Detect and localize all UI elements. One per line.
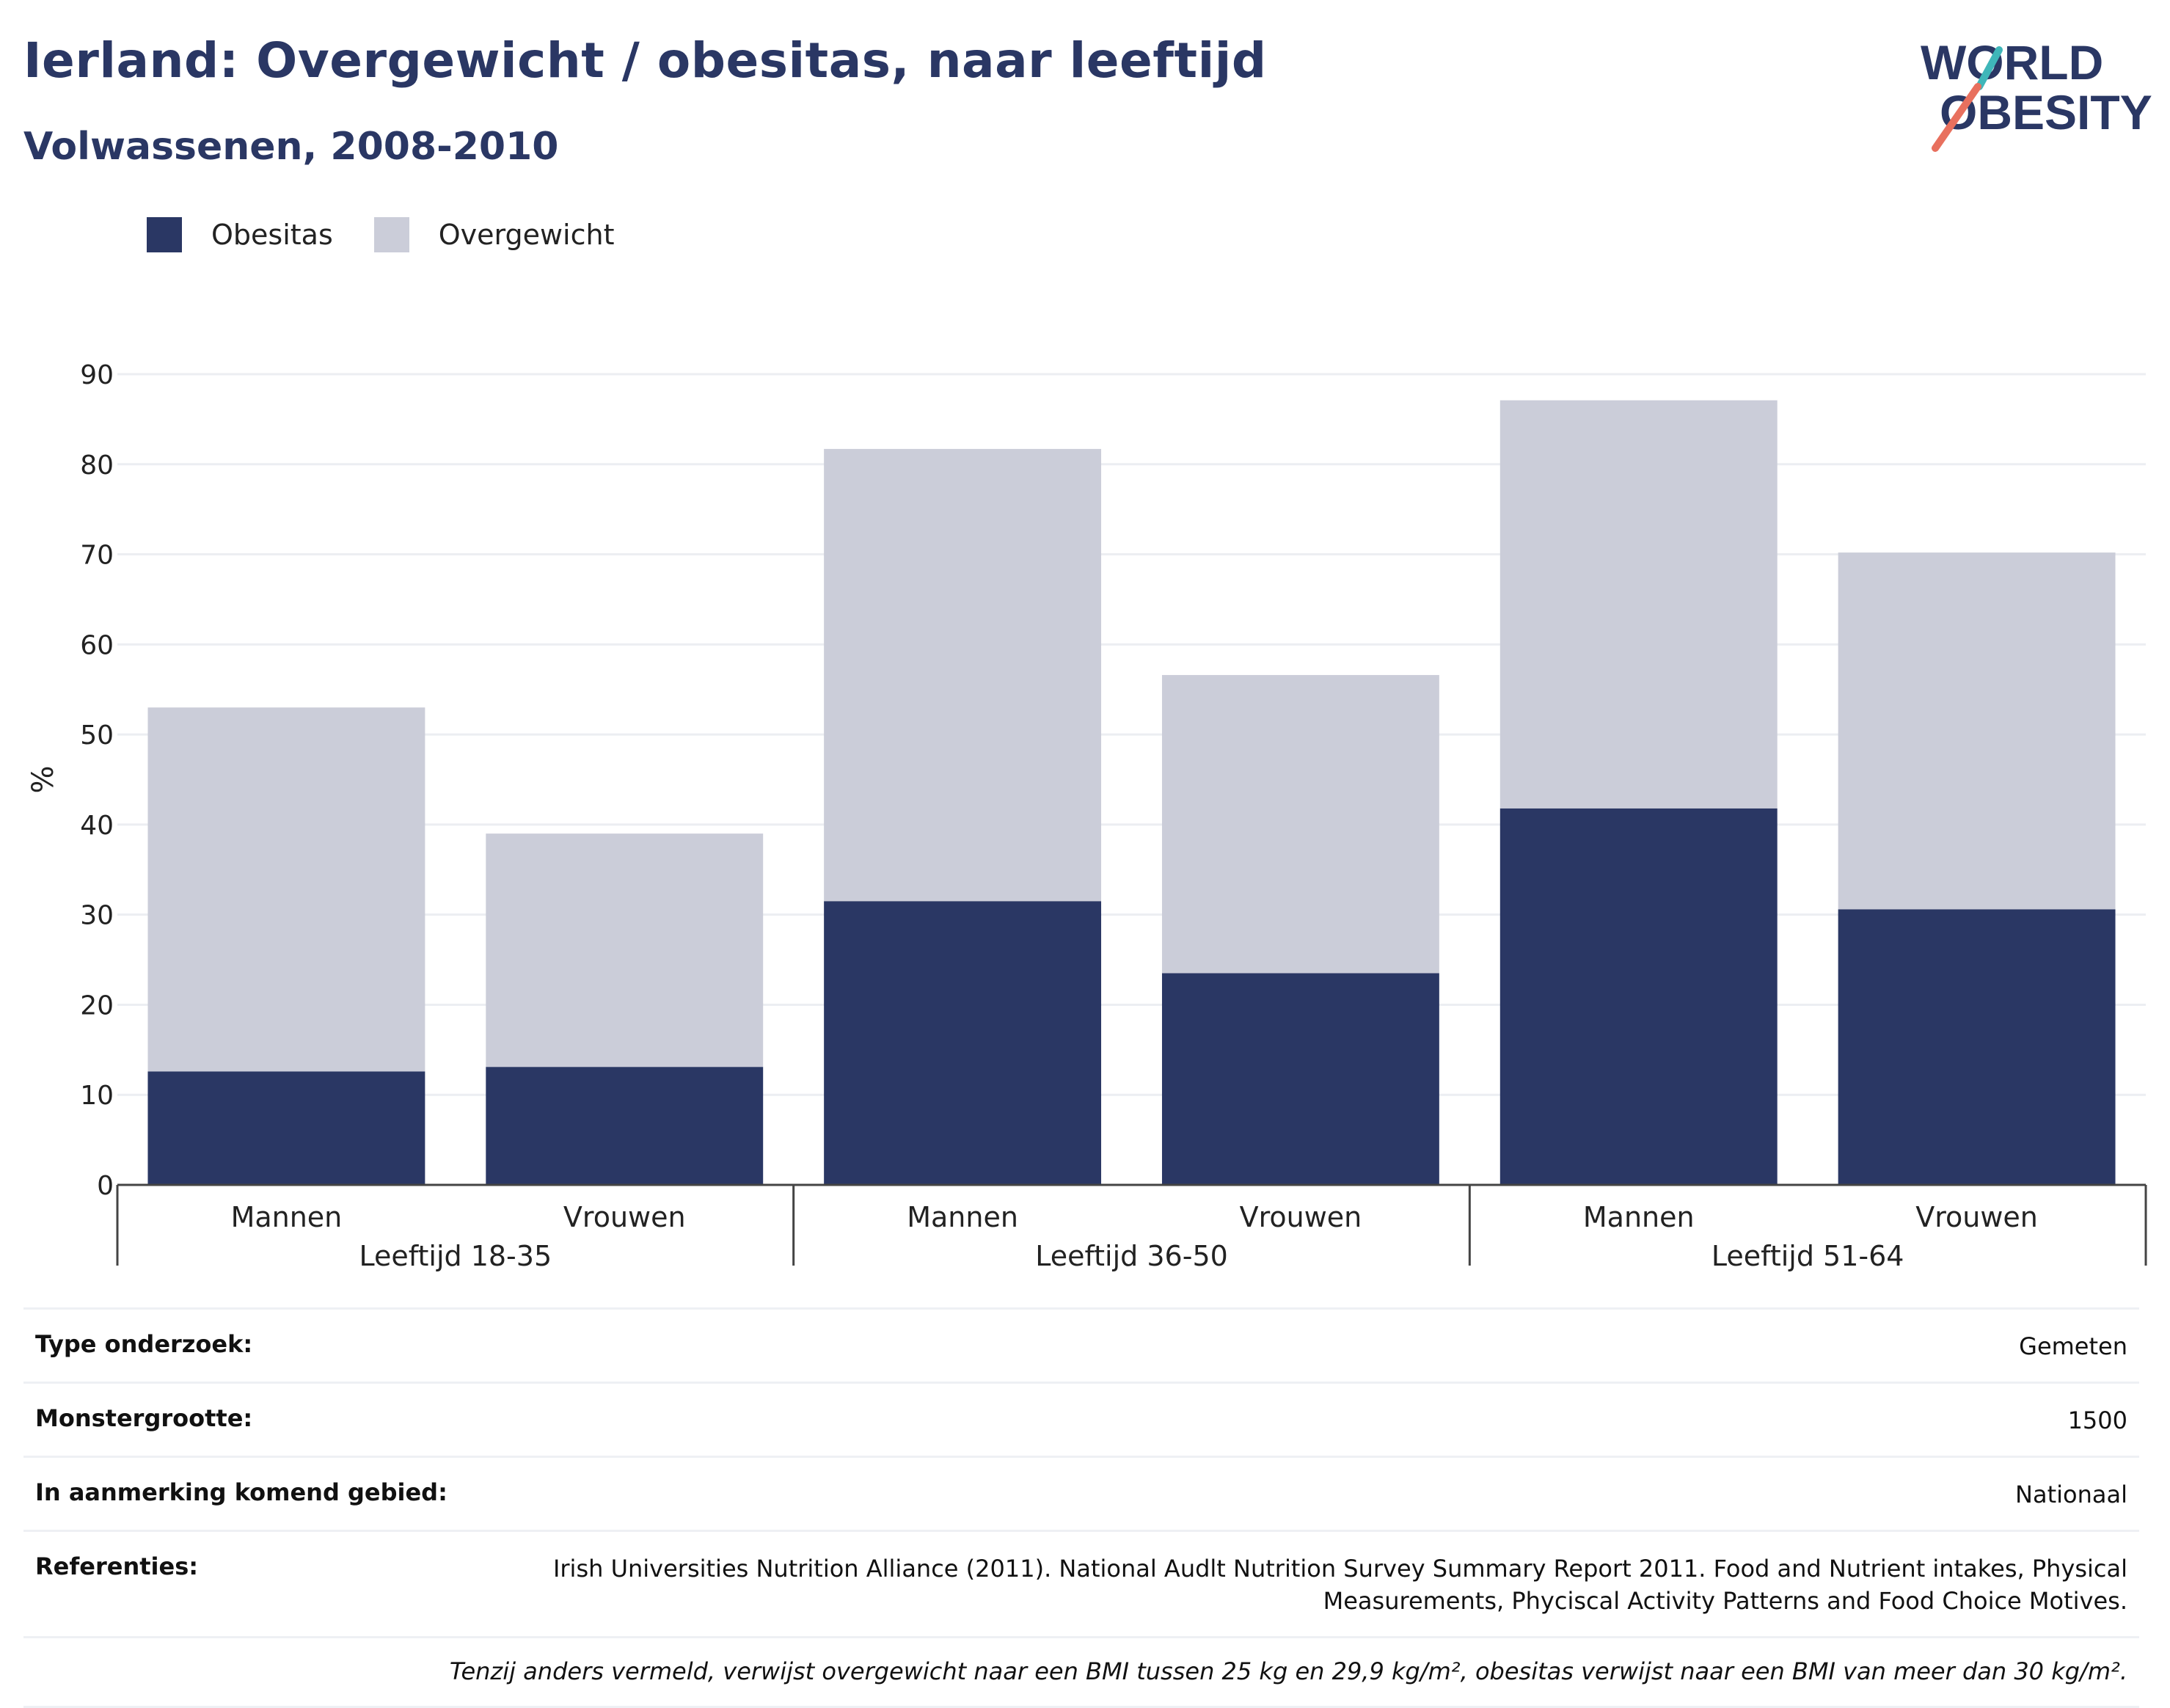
info-value: Irish Universities Nutrition Alliance (2…: [552, 1555, 2127, 1615]
x-tick-label: Vrouwen: [1915, 1201, 2038, 1233]
group-label: Leeftijd 51-64: [1711, 1240, 1904, 1272]
bar-overgewicht-5: [1838, 552, 2116, 910]
bar-obesitas-0: [147, 1071, 425, 1185]
info-value: Gemeten: [2019, 1332, 2127, 1360]
x-tick-label: Vrouwen: [563, 1201, 686, 1233]
legend-label-obesitas: Obesitas: [211, 219, 333, 251]
chart-title: Ierland: Overgewicht / obesitas, naar le…: [23, 32, 1267, 89]
y-tick-label: 40: [80, 811, 114, 841]
legend-label-overgewicht: Overgewicht: [438, 219, 615, 251]
info-row-references: Referenties: Irish Universities Nutritio…: [23, 1530, 2139, 1636]
y-tick-label: 0: [97, 1171, 114, 1201]
logo-slash-teal: [1976, 46, 2003, 90]
legend-swatch-obesitas: [147, 217, 182, 252]
group-label: Leeftijd 36-50: [1035, 1240, 1228, 1272]
x-tick-label: Mannen: [231, 1201, 343, 1233]
legend-swatch-overgewicht: [373, 217, 409, 252]
world-obesity-logo: WORLD OBESITY: [1921, 35, 2152, 152]
bar-overgewicht-3: [1161, 675, 1439, 974]
info-row-area: In aanmerking komend gebied: Nationaal: [23, 1456, 2139, 1530]
info-label: Monstergrootte:: [35, 1404, 253, 1432]
bar-overgewicht-1: [486, 833, 764, 1068]
chart-subtitle: Volwassenen, 2008-2010: [23, 125, 559, 169]
legend-item-overgewicht[interactable]: Overgewicht: [373, 217, 615, 252]
info-row-type: Type onderzoek: Gemeten: [23, 1307, 2139, 1382]
info-row-sample: Monstergrootte: 1500: [23, 1382, 2139, 1456]
info-label: Referenties:: [35, 1552, 199, 1580]
logo-text-world: WORLD: [1921, 35, 2103, 90]
y-tick-label: 20: [80, 990, 114, 1021]
info-label: In aanmerking komend gebied:: [35, 1478, 447, 1506]
y-tick-label: 10: [80, 1081, 114, 1111]
y-tick-label: 80: [80, 450, 114, 481]
y-tick-label: 70: [80, 541, 114, 571]
bar-overgewicht-0: [147, 707, 425, 1072]
y-tick-label: 60: [80, 630, 114, 660]
info-label: Type onderzoek:: [35, 1330, 253, 1358]
legend-item-obesitas[interactable]: Obesitas: [147, 217, 333, 252]
bar-obesitas-4: [1499, 808, 1778, 1185]
bar-obesitas-1: [486, 1067, 764, 1185]
bar-overgewicht-4: [1499, 400, 1778, 809]
footnote: Tenzij anders vermeld, verwijst overgewi…: [23, 1636, 2139, 1708]
bar-obesitas-2: [824, 901, 1102, 1185]
logo-slash-coral: [1932, 83, 1981, 152]
x-tick-label: Mannen: [1583, 1201, 1695, 1233]
y-tick-label: 30: [80, 901, 114, 931]
y-tick-label: 90: [80, 360, 114, 390]
group-label: Leeftijd 18-35: [359, 1240, 552, 1272]
y-tick-label: 50: [80, 720, 114, 751]
bar-obesitas-5: [1838, 909, 2116, 1185]
stacked-bar-chart: 0 10 20 30 40 50 60 70 80 90% Mannen Vrouwen Mannen V…: [26, 360, 2147, 1272]
x-tick-label: Mannen: [907, 1201, 1018, 1233]
info-value: 1500: [2067, 1406, 2127, 1434]
chart-legend: Obesitas Overgewicht: [147, 217, 656, 252]
bar-overgewicht-2: [824, 448, 1102, 902]
x-tick-label: Vrouwen: [1240, 1201, 1362, 1233]
info-value: Nationaal: [2015, 1481, 2127, 1508]
y-axis-label: %: [26, 765, 60, 793]
bar-obesitas-3: [1161, 973, 1439, 1185]
survey-info-table: Type onderzoek: Gemeten Monstergrootte: …: [23, 1307, 2139, 1708]
